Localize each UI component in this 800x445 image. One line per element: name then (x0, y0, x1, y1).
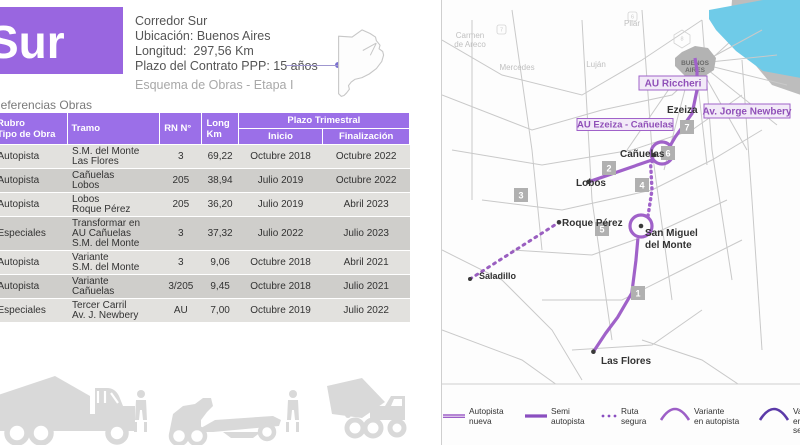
svg-text:en autopista: en autopista (694, 416, 740, 426)
svg-text:segura: segura (621, 416, 647, 426)
svg-text:Av. Jorge Newbery: Av. Jorge Newbery (703, 107, 792, 118)
svg-text:Luján: Luján (586, 60, 606, 69)
svg-text:1: 1 (635, 289, 640, 299)
svg-text:4: 4 (639, 181, 644, 191)
svg-text:del Monte: del Monte (645, 240, 692, 251)
svg-text:de Areco: de Areco (454, 40, 486, 49)
svg-text:Saladillo: Saladillo (479, 271, 517, 281)
svg-text:6: 6 (631, 15, 634, 21)
svg-text:Las Flores: Las Flores (601, 356, 651, 367)
svg-text:Semi: Semi (551, 406, 570, 416)
svg-text:7: 7 (684, 123, 689, 133)
svg-text:Lobos: Lobos (576, 178, 606, 189)
svg-text:seg: seg (793, 425, 800, 435)
svg-text:Cañuelas: Cañuelas (620, 149, 665, 160)
svg-text:Varia: Varia (793, 406, 800, 416)
svg-text:Roque Pérez: Roque Pérez (562, 218, 623, 229)
svg-text:Autopista: Autopista (469, 406, 504, 416)
svg-text:AU Ezeiza - Cañuelas: AU Ezeiza - Cañuelas (577, 120, 673, 131)
svg-text:nueva: nueva (469, 416, 492, 426)
svg-text:San Miguel: San Miguel (645, 228, 698, 239)
svg-text:2: 2 (606, 164, 611, 174)
svg-text:Ruta: Ruta (621, 406, 639, 416)
svg-text:Variante: Variante (694, 406, 725, 416)
svg-text:Mercedes: Mercedes (499, 63, 534, 72)
svg-text:6: 6 (665, 149, 670, 159)
svg-text:Carmen: Carmen (456, 31, 484, 40)
svg-text:Ezeiza: Ezeiza (667, 105, 698, 116)
svg-text:7: 7 (500, 28, 503, 34)
svg-text:autopista: autopista (551, 416, 585, 426)
svg-text:AU Riccheri: AU Riccheri (645, 79, 702, 90)
svg-text:3: 3 (518, 191, 523, 201)
svg-text:8: 8 (680, 37, 683, 43)
